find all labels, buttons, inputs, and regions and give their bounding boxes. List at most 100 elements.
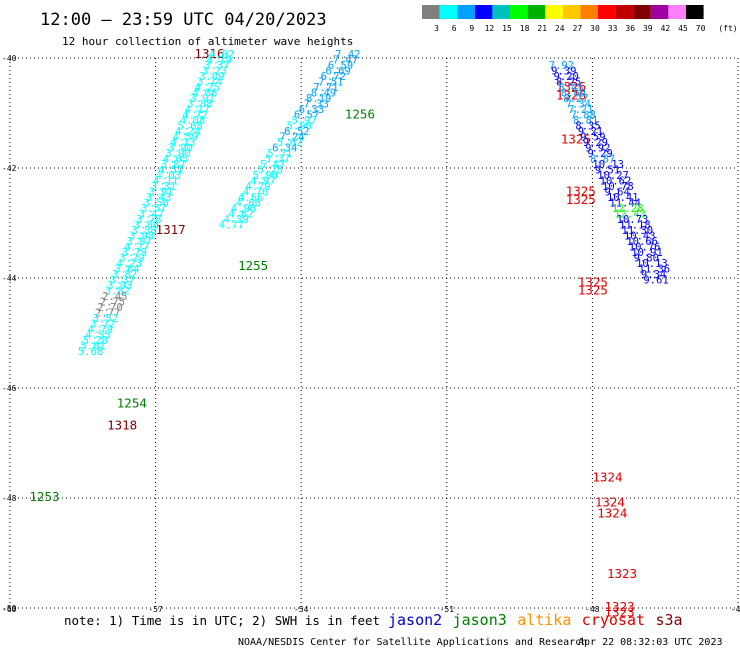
wave-height-value: 4.79	[88, 324, 113, 336]
footer-note: note: 1) Time is in UTC; 2) SWH is in fe…	[64, 613, 380, 628]
wave-height-value: 4.72	[182, 110, 207, 122]
wave-height-value: 5.37	[265, 154, 290, 166]
colorbar-label: 24	[555, 24, 565, 33]
wave-height-value: 3.91	[148, 187, 173, 199]
wave-height-value: 4.51	[158, 165, 183, 177]
wave-height-value: 8.69	[561, 88, 586, 100]
wave-height-value: 9.61	[643, 275, 668, 287]
wave-height-value: 3.56	[143, 198, 168, 210]
wave-height-value: 4.19	[207, 55, 232, 67]
wave-height-value: 6.57	[294, 110, 319, 122]
wave-height-value: 3.37	[204, 60, 229, 72]
wave-height-value: 10.91	[631, 247, 663, 259]
wave-height-value: 6.72	[321, 71, 346, 83]
wave-height-value: 4.05	[163, 154, 188, 166]
colorbar-swatch	[439, 5, 458, 19]
wave-height-value: 5.47	[260, 159, 285, 171]
colorbar-label: 6	[452, 24, 457, 33]
wave-height-value: 6.34	[272, 143, 297, 155]
wave-height-value: 4.17	[185, 104, 210, 116]
wave-height-value: 8.19	[306, 93, 331, 105]
wave-height-value: 3.31	[151, 181, 176, 193]
wave-height-value: 2.70	[97, 302, 122, 314]
wave-height-value: 10.66	[626, 236, 658, 248]
wave-height-value: 3.93	[107, 280, 132, 292]
wave-height-value: 8.25	[556, 77, 581, 89]
wave-height-value: 11.36	[639, 264, 671, 276]
colorbar-label: 27	[573, 24, 583, 33]
wave-height-value: 5.01	[80, 341, 105, 353]
lat-tick-label: -44	[2, 274, 17, 283]
wave-height-value: 6.52	[284, 126, 309, 138]
colorbar-swatch	[686, 5, 704, 19]
wave-height-value: 4.24	[175, 126, 200, 138]
colorbar-label: 42	[661, 24, 671, 33]
map-title: 12:00 – 23:59 UTC 04/20/2023	[40, 10, 327, 30]
colorbar-label: 45	[678, 24, 688, 33]
colorbar-label: 9	[469, 24, 474, 33]
wave-height-value: 2.75	[100, 297, 125, 309]
wave-height-value: 8.87	[590, 154, 615, 166]
colorbar: 3 6 9 12 15 18 21 24 27 30 33 36 39 42 45 70 (ft)	[422, 5, 738, 33]
wave-height-value: 4.76	[243, 187, 268, 199]
wave-height-value: 7.24	[279, 132, 304, 144]
satellite-legend-item: altika	[517, 611, 571, 629]
pass-time-label: 1325	[561, 131, 591, 146]
colorbar-swatch	[633, 5, 651, 19]
wave-height-value: 3.79	[122, 247, 147, 259]
wave-height-value: 5.90	[253, 170, 278, 182]
map-grid	[9, 57, 739, 609]
colorbar-swatch	[598, 5, 616, 19]
pass-time-label: 1324	[597, 505, 627, 520]
colorbar-swatch	[457, 5, 475, 19]
wave-height-value: 4.25	[194, 82, 219, 94]
wave-height-value: 7.33	[304, 99, 329, 111]
credit-text: NOAA/NESDIS Center for Satellite Applica…	[238, 637, 587, 648]
wave-height-value: 7.71	[313, 82, 338, 94]
colorbar-swatch	[562, 5, 581, 19]
colorbar-swatch	[580, 5, 598, 19]
wave-height-value: 7.92	[549, 60, 574, 72]
lon-tick-label: -48	[585, 605, 600, 614]
colorbar-swatch	[422, 5, 440, 19]
wave-height-value: 7.34	[566, 99, 591, 111]
wave-height-value: 9.64	[605, 187, 630, 199]
wave-height-value: 2.77	[95, 308, 120, 320]
wave-height-value: 4.59	[173, 132, 198, 144]
wave-height-value: 4.90	[231, 203, 256, 215]
pass-time-label: 1324	[595, 494, 625, 509]
satellite-legend: jason2 jason3 altika cryosat s3a	[388, 611, 683, 629]
pass-time-label: 1323	[607, 566, 637, 581]
wave-height-value: 3.90	[165, 148, 190, 160]
lon-tick-label: -57	[148, 605, 163, 614]
wave-height-value: 10.78	[602, 181, 634, 193]
colorbar-unit: (ft)	[718, 24, 737, 33]
wave-height-value: 4.66	[238, 192, 263, 204]
wave-height-value: 10.73	[617, 214, 649, 226]
axis-ticks: -40 -42 -44 -46 -48 -50 -57 -54 -51 -48 -45 -60	[2, 54, 740, 614]
timestamp-text: Apr 22 08:32:03 UTC 2023	[578, 637, 723, 648]
wave-height-value: 9.92	[585, 143, 610, 155]
wave-height-value: 10.13	[636, 258, 668, 270]
pass-time-label: 1316	[194, 46, 224, 61]
pass-time-label: 1325	[578, 274, 608, 289]
satellite-legend-item: cryosat	[582, 611, 645, 629]
colorbar-label: 36	[625, 24, 635, 33]
colorbar-label: 30	[590, 24, 600, 33]
wave-height-value: 7.42	[335, 49, 360, 61]
wave-height-value: 9.29	[583, 137, 608, 149]
colorbar-label: 15	[502, 24, 512, 33]
map-subtitle: 12 hour collection of altimeter wave hei…	[62, 35, 353, 48]
wave-height-value: 4.62	[228, 209, 253, 221]
lon-tick-label: -45	[731, 605, 740, 614]
wave-height-value: 8.45	[558, 82, 583, 94]
wave-height-value: 3.86	[134, 220, 159, 232]
wave-height-value: 5.68	[78, 346, 103, 358]
wave-height-value: 10.43	[624, 231, 656, 243]
wave-height-value: 4.23	[117, 258, 142, 270]
wave-height-value: 5.71	[267, 148, 292, 160]
wave-height-value: 8.27	[563, 93, 588, 105]
wave-height-value: 4.39	[224, 214, 249, 226]
colorbar-label: 18	[520, 24, 530, 33]
